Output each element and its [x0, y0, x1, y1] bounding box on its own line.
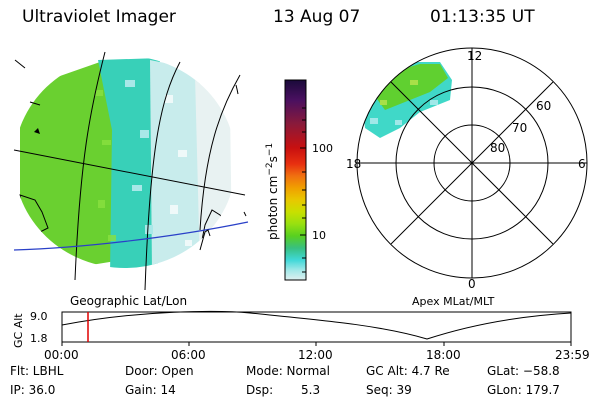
status-gain: Gain: 14: [125, 383, 176, 397]
timeline-tick-0000: 00:00: [44, 348, 79, 362]
geographic-panel: [13, 51, 249, 291]
mlt-label-12: 12: [467, 49, 482, 63]
colorbar-tick-10: 10: [312, 229, 326, 242]
header-title: Ultraviolet Imager: [22, 7, 176, 27]
timeline-y-top: 9.0: [30, 310, 48, 323]
status-gc-alt: GC Alt: 4.7 Re: [366, 364, 450, 378]
colorbar: 100 10 photon cm−2s−1: [265, 79, 333, 281]
geo-graticule: [13, 51, 246, 291]
status-glon: GLon: 179.7: [487, 383, 560, 397]
altitude-timeline: GC Alt 9.0 1.8 00:00 06:00 12:00 18:00 2…: [12, 310, 590, 362]
polar-grid: [356, 47, 588, 279]
mlt-label-6: 6: [578, 157, 586, 171]
mlt-label-0: 0: [468, 277, 476, 291]
status-seq: Seq: 39: [366, 383, 412, 397]
polar-panel-label: Apex MLat/MLT: [412, 295, 495, 308]
geo-auroral-image: [14, 56, 236, 268]
timeline-tick-1200: 12:00: [298, 348, 333, 362]
polar-panel: 12 6 0 18 60 70 80: [346, 47, 588, 291]
header-date: 13 Aug 07: [273, 7, 361, 27]
timeline-axis-title: GC Alt: [12, 313, 25, 348]
colorbar-unit-label: photon cm−2s−1: [265, 143, 280, 240]
lat-label-60: 60: [536, 99, 551, 113]
timeline-y-bottom: 1.8: [30, 332, 48, 345]
status-dsp-label: Dsp:: [246, 383, 274, 397]
lat-label-80: 80: [490, 141, 505, 155]
status-glat: GLat: −58.8: [487, 364, 560, 378]
geo-panel-label: Geographic Lat/Lon: [70, 294, 187, 308]
timeline-frame: [61, 311, 572, 343]
status-ip: IP: 36.0: [10, 383, 56, 397]
geo-terminator-line: [13, 221, 249, 251]
status-dsp-value: 5.3: [301, 383, 321, 397]
mlt-label-18: 18: [346, 157, 361, 171]
status-door: Door: Open: [125, 364, 194, 378]
colorbar-tick-100: 100: [312, 142, 333, 155]
timeline-tick-2359: 23:59: [555, 348, 590, 362]
altitude-curve: [61, 310, 572, 340]
colorbar-strip: [285, 80, 306, 280]
status-mode: Mode: Normal: [246, 364, 330, 378]
timeline-tick-0600: 06:00: [171, 348, 206, 362]
timeline-ticks: [61, 342, 572, 346]
lat-label-70: 70: [512, 121, 527, 135]
colorbar-ticks: [300, 107, 306, 273]
status-filter: Flt: LBHL: [10, 364, 64, 378]
timeline-tick-1800: 18:00: [426, 348, 461, 362]
header-time: 01:13:35 UT: [430, 7, 535, 27]
